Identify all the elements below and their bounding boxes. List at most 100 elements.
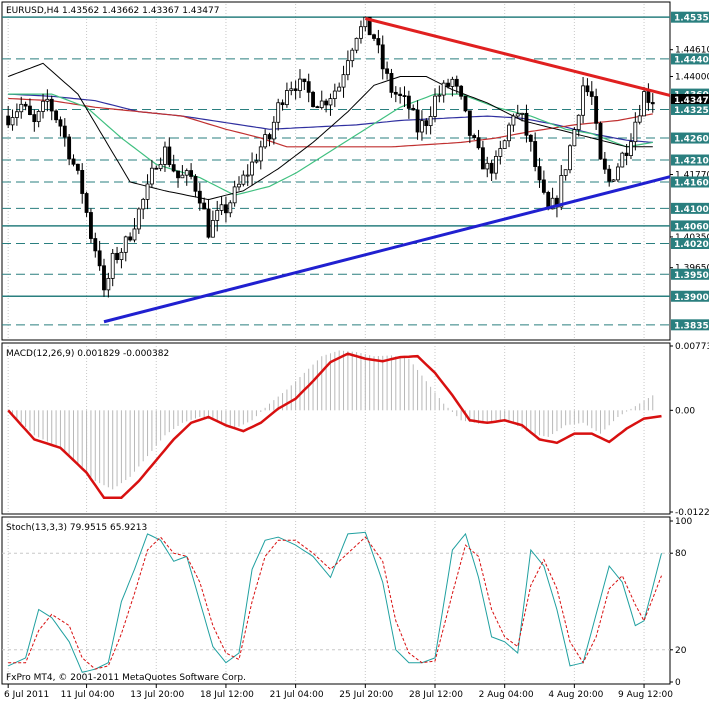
- candle-body-15: [71, 158, 76, 165]
- candlesticks: [6, 16, 655, 298]
- candle-body-145: [637, 115, 642, 123]
- candle-body-129: [568, 145, 572, 171]
- candle-body-29: [132, 228, 137, 241]
- candle-body-57: [254, 160, 259, 163]
- ma-green-line: [8, 93, 653, 196]
- macd-tick-label-0: 0.00773: [675, 342, 709, 352]
- candle-body-109: [480, 147, 485, 170]
- candle-body-13: [62, 125, 67, 138]
- candle-body-25: [115, 252, 119, 261]
- candle-body-59: [263, 134, 268, 148]
- candle-body-65: [289, 88, 294, 91]
- candle-body-19: [89, 212, 93, 239]
- candle-body-106: [467, 110, 472, 136]
- time-tick-label-5: 25 Jul 20:00: [339, 690, 393, 700]
- candle-body-63: [280, 102, 285, 106]
- candle-body-98: [433, 95, 437, 117]
- candle-body-122: [537, 166, 542, 181]
- stoch-panel-frame: [1, 516, 671, 685]
- price-badge-11: [671, 202, 709, 214]
- candle-body-5: [28, 105, 32, 116]
- candle-body-96: [424, 120, 429, 127]
- candle-body-27: [123, 236, 128, 253]
- candle-body-52: [232, 186, 237, 204]
- price-badge-label-17: 1.39000: [674, 293, 709, 303]
- candle-body-47: [210, 220, 215, 238]
- candle-body-147: [646, 91, 651, 103]
- candle-body-127: [559, 175, 564, 208]
- watermark: FxPro MT4, © 2001-2011 MetaQuotes Softwa…: [6, 673, 246, 683]
- macd-title: MACD(12,26,9) 0.001829 -0.000382: [6, 349, 169, 359]
- candle-body-73: [324, 100, 329, 106]
- candle-body-135: [594, 96, 599, 124]
- candle-body-90: [398, 93, 403, 96]
- price-badge-label-7: 1.42600: [674, 135, 709, 145]
- candle-body-76: [337, 86, 342, 92]
- candle-body-130: [572, 129, 577, 147]
- candle-body-148: [650, 102, 655, 105]
- candle-body-54: [241, 174, 246, 185]
- candle-body-79: [350, 49, 355, 62]
- candle-body-103: [454, 78, 459, 87]
- candle-body-121: [533, 141, 538, 167]
- price-badge-7: [671, 132, 709, 144]
- resistance-trendline: [364, 17, 671, 97]
- price-badge-17: [671, 290, 709, 302]
- candle-body-20: [93, 238, 98, 252]
- candle-body-50: [224, 204, 228, 214]
- time-tick-label-4: 21 Jul 04:00: [270, 690, 324, 700]
- candle-body-61: [271, 121, 276, 140]
- candle-body-58: [258, 146, 263, 162]
- candle-body-115: [507, 124, 511, 142]
- candle-body-64: [284, 90, 289, 106]
- candle-body-113: [498, 148, 503, 157]
- candle-body-66: [293, 88, 298, 91]
- time-tick-label-1: 11 Jul 04:00: [61, 690, 115, 700]
- candle-body-118: [520, 112, 525, 115]
- candle-body-55: [245, 174, 250, 177]
- time-tick-label-2: 13 Jul 20:00: [130, 690, 184, 700]
- candle-body-139: [611, 179, 616, 182]
- candle-body-48: [215, 210, 220, 221]
- candle-body-80: [354, 37, 359, 51]
- candle-body-110: [485, 162, 490, 170]
- candle-body-101: [446, 82, 450, 87]
- candle-body-128: [563, 169, 568, 176]
- candle-body-117: [515, 113, 520, 117]
- candle-body-32: [145, 183, 150, 200]
- price-badge-2: [671, 53, 709, 65]
- stoch-main-line: [7, 531, 662, 673]
- stoch-tick-label-2: 20: [675, 646, 687, 656]
- stoch-tick-label-0: 100: [675, 517, 692, 527]
- candle-body-4: [23, 103, 28, 107]
- price-tick-label-3: 1.44000: [675, 73, 709, 83]
- candle-body-31: [141, 198, 146, 210]
- candle-body-26: [119, 251, 124, 261]
- candle-body-14: [67, 136, 72, 160]
- price-badge-5: [671, 93, 709, 105]
- time-tick-label-6: 28 Jul 12:00: [409, 690, 463, 700]
- candle-body-99: [437, 94, 442, 97]
- horizontal-levels: [2, 16, 670, 326]
- candle-body-45: [202, 202, 207, 210]
- price-badge-label-8: 1.42100: [674, 157, 709, 167]
- candle-body-56: [250, 161, 254, 176]
- price-badge-8: [671, 154, 709, 166]
- candle-body-77: [341, 74, 346, 88]
- candle-body-112: [494, 156, 498, 174]
- price-badge-label-2: 1.44400: [674, 55, 709, 65]
- candle-body-123: [541, 179, 546, 193]
- candle-body-39: [176, 170, 180, 179]
- candle-body-75: [332, 90, 337, 100]
- candle-body-2: [14, 111, 19, 118]
- candle-body-85: [376, 38, 381, 46]
- macd-axis: 0.00773 0.00 -0.01222: [670, 342, 709, 518]
- candle-body-144: [633, 121, 638, 143]
- candle-body-136: [598, 122, 603, 160]
- price-badge-18: [671, 319, 709, 331]
- candle-body-51: [228, 202, 233, 214]
- macd-tick-label-2: -0.01222: [675, 508, 709, 518]
- candle-body-137: [602, 158, 607, 170]
